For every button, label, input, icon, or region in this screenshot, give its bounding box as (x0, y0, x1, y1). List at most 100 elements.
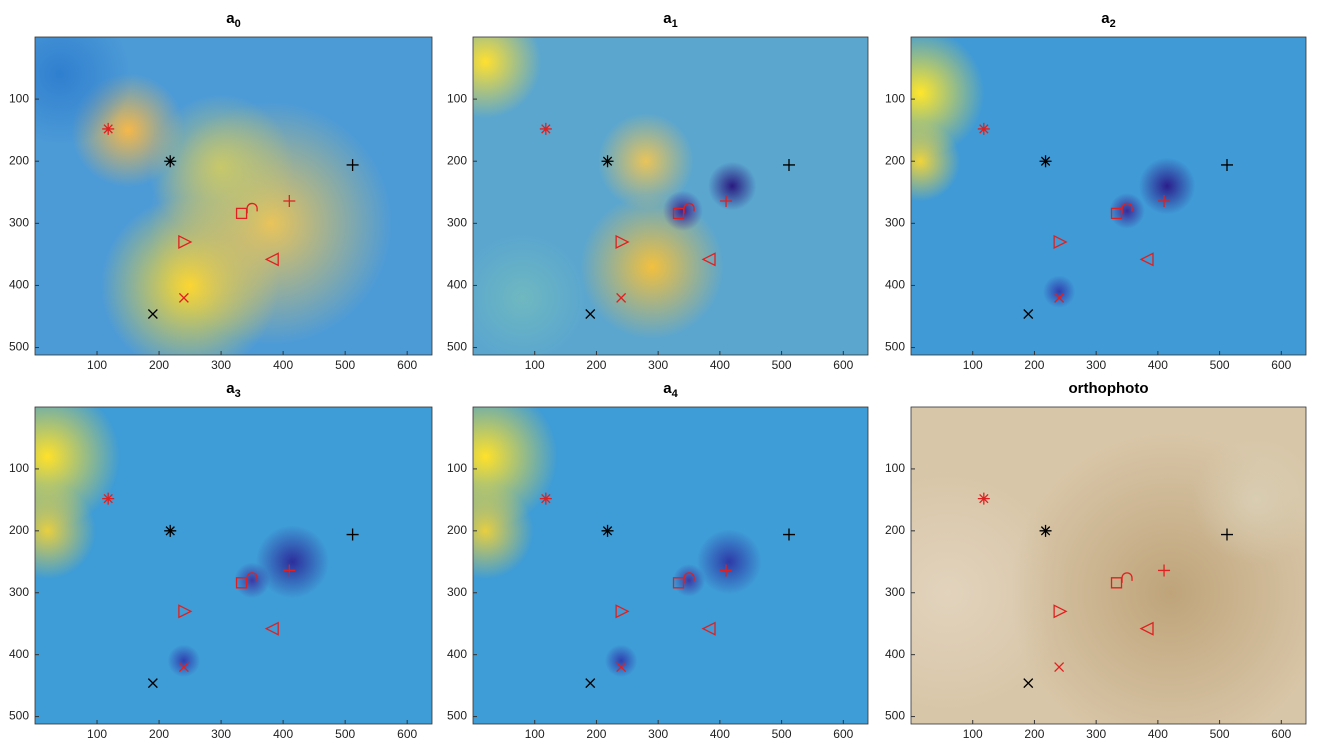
marker (346, 528, 359, 541)
marker (672, 577, 685, 589)
x-tick-label: 500 (335, 358, 355, 372)
marker (1221, 528, 1233, 541)
image (911, 37, 1306, 355)
x-tick-label: 200 (586, 358, 606, 372)
y-tick-label: 300 (447, 216, 467, 230)
markers (102, 122, 359, 319)
y-tick-label: 500 (885, 709, 905, 723)
marker (264, 621, 279, 636)
marker (178, 292, 189, 303)
marker (720, 564, 733, 577)
x-tick-label: 100 (87, 358, 107, 372)
x-tick-label: 500 (1210, 358, 1230, 372)
marker (147, 678, 158, 689)
y-tick-label: 200 (885, 523, 905, 537)
marker (672, 207, 685, 220)
y-tick-label: 100 (447, 461, 467, 475)
y-tick-label: 500 (447, 709, 467, 723)
y-tick-label: 100 (447, 91, 467, 105)
marker (178, 604, 193, 619)
panel-title: a2 (1101, 10, 1115, 30)
panel-title: a3 (226, 380, 240, 400)
x-tick-label: 600 (397, 727, 417, 741)
image (911, 407, 1306, 724)
marker (539, 492, 552, 505)
axes-frame (910, 406, 1307, 725)
x-tick-label: 400 (273, 358, 293, 372)
title-text: a (226, 10, 235, 27)
y-tick-label: 300 (885, 585, 905, 599)
marker (164, 155, 177, 168)
axes-frame (34, 36, 433, 356)
panel: a4 100 200 300 400 500 600 100 200 300 400 500 (447, 380, 869, 741)
x-tick-label: 600 (397, 358, 417, 372)
marker (1039, 155, 1052, 168)
marker (1053, 604, 1068, 619)
title-subscript: 0 (235, 18, 241, 30)
marker (102, 492, 115, 505)
title-text: orthophoto (1069, 380, 1149, 397)
y-tick-label: 100 (885, 461, 905, 475)
marker (164, 524, 177, 537)
y-tick-label: 200 (885, 153, 905, 167)
marker (178, 234, 193, 250)
marker (235, 207, 248, 220)
marker (539, 122, 552, 135)
y-tick-label: 500 (9, 709, 29, 723)
x-tick-label: 400 (1148, 358, 1168, 372)
markers (102, 492, 359, 689)
title-subscript: 1 (672, 18, 678, 30)
marker (783, 528, 795, 541)
marker (683, 572, 695, 583)
marker (246, 572, 258, 583)
marker (1139, 252, 1154, 267)
x-tick-label: 500 (1210, 727, 1230, 741)
x-tick-label: 100 (963, 358, 983, 372)
marker (1121, 202, 1133, 214)
x-tick-label: 600 (833, 727, 853, 741)
marker (1054, 292, 1065, 303)
axes-frame (472, 406, 869, 725)
image (473, 407, 868, 724)
marker (346, 158, 359, 171)
marker (147, 309, 158, 319)
y-tick-label: 500 (9, 340, 29, 354)
marker (1221, 158, 1233, 171)
y-tick-label: 100 (885, 91, 905, 105)
x-tick-label: 100 (963, 727, 983, 741)
x-tick-label: 100 (525, 727, 545, 741)
markers (977, 492, 1233, 689)
image (35, 407, 432, 724)
y-tick-label: 200 (9, 523, 29, 537)
x-tick-label: 200 (149, 358, 169, 372)
y-tick-label: 400 (9, 647, 29, 661)
marker (246, 202, 258, 214)
marker (1023, 309, 1034, 319)
x-tick-label: 600 (833, 358, 853, 372)
title-subscript: 2 (1110, 18, 1116, 30)
y-tick-label: 200 (447, 153, 467, 167)
marker (601, 155, 614, 168)
marker (1039, 524, 1052, 537)
x-tick-label: 300 (1086, 727, 1106, 741)
marker (585, 309, 596, 319)
x-tick-label: 400 (710, 727, 730, 741)
x-tick-label: 400 (273, 727, 293, 741)
marker (1023, 678, 1034, 689)
marker (1054, 662, 1065, 672)
x-tick-label: 600 (1271, 727, 1291, 741)
y-tick-label: 400 (9, 278, 29, 292)
title-text: a (663, 380, 672, 397)
y-tick-label: 100 (9, 91, 29, 105)
marker (1053, 234, 1068, 250)
marker (283, 194, 296, 207)
y-tick-label: 500 (885, 340, 905, 354)
marker (1139, 621, 1154, 636)
x-tick-label: 300 (211, 727, 231, 741)
panel: a2 100 200 300 400 500 600 100 200 300 400 500 (885, 10, 1307, 372)
marker (977, 492, 990, 505)
axes-frame (34, 406, 433, 725)
x-tick-label: 500 (772, 358, 792, 372)
y-tick-label: 500 (447, 340, 467, 354)
